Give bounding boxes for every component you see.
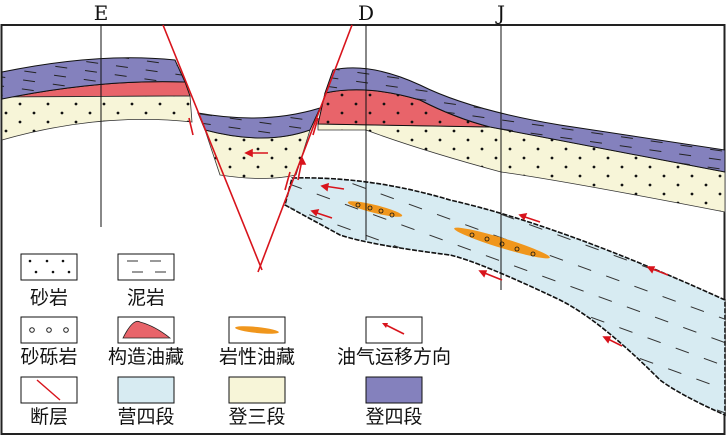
legend-deng3-swatch xyxy=(228,376,286,404)
legend-migration-swatch xyxy=(365,316,423,344)
legend-fault-label: 断层 xyxy=(30,406,68,428)
legend-structural-reservoir-label: 构造油藏 xyxy=(108,346,184,368)
wells: E D J xyxy=(94,1,505,290)
well-d-label: D xyxy=(358,1,374,25)
legend-mudstone-swatch xyxy=(117,253,175,281)
ying4-sand-body xyxy=(284,177,726,417)
well-j-label: J xyxy=(495,1,505,25)
legend-sandstone-swatch xyxy=(20,253,78,281)
legend-conglomerate-swatch xyxy=(20,316,78,344)
legend-conglomerate-label: 砂砾岩 xyxy=(20,346,77,368)
legend-sandstone-label: 砂岩 xyxy=(30,287,68,309)
legend-deng4-label: 登四段 xyxy=(365,406,422,428)
legend-ying4-swatch xyxy=(117,376,175,404)
legend-deng4-swatch xyxy=(365,376,423,404)
left-fault-block xyxy=(1,57,193,141)
migration-arrows xyxy=(188,117,669,347)
legend-deng3-label: 登三段 xyxy=(228,406,285,428)
legend-ying4-label: 营四段 xyxy=(117,406,174,428)
fault-right xyxy=(257,24,353,273)
graben-block xyxy=(197,107,321,179)
faults xyxy=(162,24,353,273)
right-fault-block xyxy=(317,67,726,213)
fault-left xyxy=(162,24,263,271)
legend-mudstone-label: 泥岩 xyxy=(127,287,165,309)
legend-lithologic-reservoir-label: 岩性油藏 xyxy=(219,346,295,368)
well-e-label: E xyxy=(94,1,109,25)
legend: 砂岩 泥岩 砂砾岩 构造油藏 岩性油藏 油气运移方向 断层 营四段 登三段 登四… xyxy=(20,253,451,428)
lithologic-reservoir-1 xyxy=(347,201,403,217)
legend-migration-label: 油气运移方向 xyxy=(337,346,451,368)
lithologic-reservoir-2 xyxy=(454,227,550,259)
